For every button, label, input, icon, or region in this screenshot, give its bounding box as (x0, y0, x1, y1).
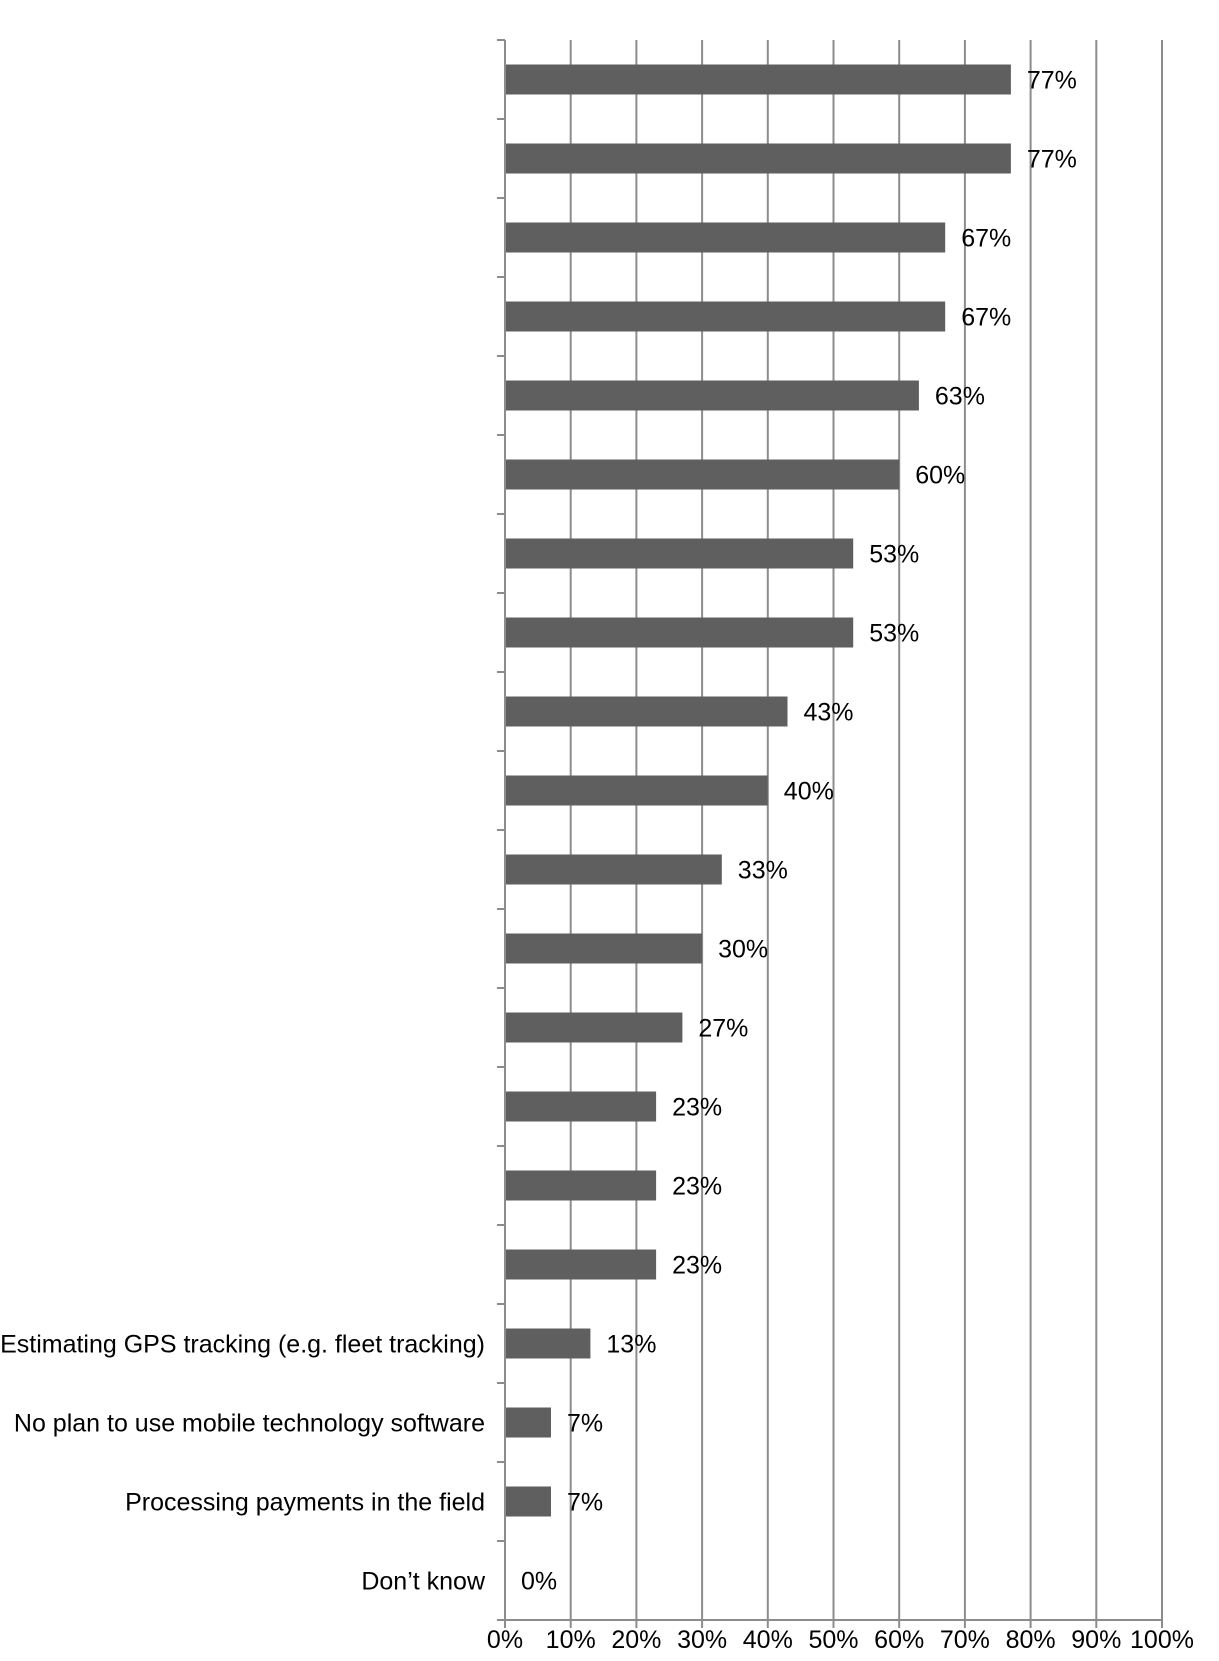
category-label: No plan to use mobile technology softwar… (14, 1410, 485, 1438)
data-label: 33% (738, 857, 788, 885)
bar (505, 775, 768, 806)
bars (505, 64, 1011, 1517)
bar (505, 1249, 657, 1280)
bar (505, 459, 900, 490)
x-tick-label: 0% (487, 1626, 523, 1654)
data-label: 30% (718, 936, 768, 964)
x-tick-label: 50% (808, 1626, 858, 1654)
data-label: 77% (1027, 146, 1077, 174)
data-label: 67% (961, 304, 1011, 332)
bar (505, 1328, 591, 1359)
data-label: 63% (935, 383, 985, 411)
data-label: 60% (915, 462, 965, 490)
data-label: 53% (869, 541, 919, 569)
data-label: 77% (1027, 67, 1077, 95)
data-label: 13% (606, 1331, 656, 1359)
bar (505, 301, 946, 332)
data-label: 53% (869, 620, 919, 648)
bar (505, 1091, 657, 1122)
x-tick-label: 30% (677, 1626, 727, 1654)
data-label: 7% (567, 1489, 603, 1517)
x-tick-label: 10% (546, 1626, 596, 1654)
bar (505, 933, 703, 964)
data-label: 7% (567, 1410, 603, 1438)
x-tick-label: 70% (940, 1626, 990, 1654)
bar (505, 1407, 551, 1438)
x-tick-label: 100% (1130, 1626, 1194, 1654)
bar (505, 854, 722, 885)
data-label: 27% (698, 1015, 748, 1043)
x-tick-label: 60% (874, 1626, 924, 1654)
data-label: 23% (672, 1173, 722, 1201)
data-label: 43% (804, 699, 854, 727)
data-label: 23% (672, 1252, 722, 1280)
x-tick-label: 80% (1006, 1626, 1056, 1654)
bar (505, 1012, 683, 1043)
data-label: 23% (672, 1094, 722, 1122)
x-tick-label: 40% (743, 1626, 793, 1654)
category-label: Don’t know (361, 1568, 486, 1596)
category-label: Estimating GPS tracking (e.g. fleet trac… (0, 1331, 485, 1359)
labels: 0% 10% 20% 30% 40% 50% 60% 70% 80% 90% 100% 77% 77% 6… (0, 67, 1194, 1655)
bar (505, 696, 788, 727)
data-label: 67% (961, 225, 1011, 253)
category-label: Processing payments in the field (125, 1489, 485, 1517)
bar (505, 64, 1011, 95)
x-tick-label: 90% (1071, 1626, 1121, 1654)
bar (505, 617, 854, 648)
bar (505, 222, 946, 253)
bar (505, 1486, 551, 1517)
bar (505, 1170, 657, 1201)
data-label: 40% (784, 778, 834, 806)
bar (505, 143, 1011, 174)
bar (505, 538, 854, 569)
data-label: 0% (521, 1568, 557, 1596)
axes (497, 39, 1163, 1628)
grid-lines (569, 40, 1163, 1620)
x-tick-label: 20% (611, 1626, 661, 1654)
bar (505, 380, 919, 411)
